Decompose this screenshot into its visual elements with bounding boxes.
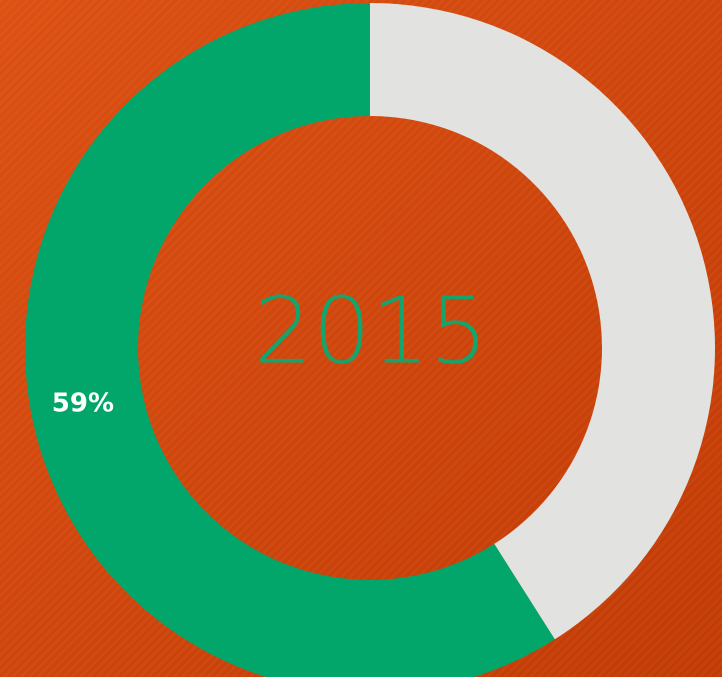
center-text: 2015 bbox=[254, 278, 488, 385]
donut-slice bbox=[25, 3, 555, 677]
donut-slice bbox=[370, 2, 716, 640]
value-label: 59% bbox=[52, 389, 114, 419]
